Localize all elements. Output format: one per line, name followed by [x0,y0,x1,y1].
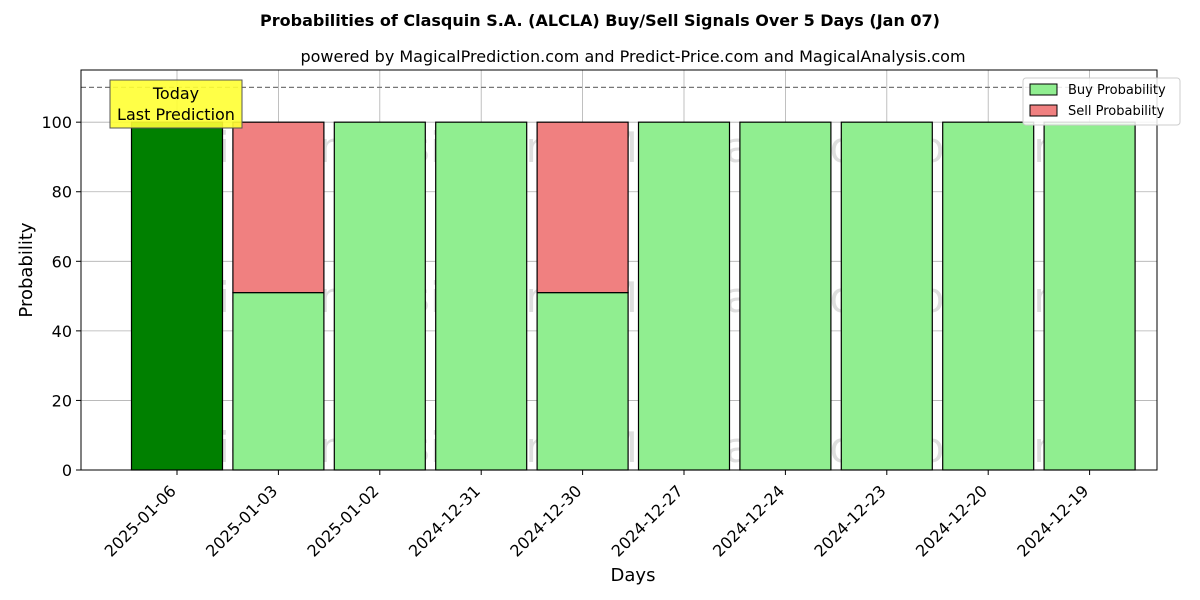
y-tick-label: 0 [62,461,72,480]
annotation-text: Last Prediction [117,105,235,124]
sell-bar [232,121,325,294]
x-tick-label: 2024-12-19 [1013,481,1092,560]
y-axis-label: Probability [16,222,37,317]
buy-bar [130,121,224,471]
x-tick-label: 2024-12-30 [506,481,585,560]
x-tick-label: 2025-01-06 [101,481,180,560]
legend-swatch [1029,83,1058,96]
legend-label: Sell Probability [1068,104,1165,119]
buy-bar [739,121,832,471]
buy-bar [333,121,426,471]
sell-bar [536,121,629,294]
x-tick-label: 2024-12-23 [810,481,889,560]
annotation-box [109,79,243,129]
buy-bar [536,292,629,471]
y-tick-label: 80 [52,183,72,202]
buy-bar [435,121,528,471]
buy-bar [232,292,325,471]
buy-bar [1043,121,1136,471]
y-tick-label: 60 [52,252,72,271]
y-tick-label: 100 [41,113,72,132]
y-tick-label: 20 [52,391,72,410]
x-tick-label: 2024-12-31 [405,481,484,560]
x-tick-label: 2024-12-24 [709,481,788,560]
legend: Buy Probability Sell Probability [1022,77,1181,126]
x-axis-label: Days [611,565,656,586]
legend-swatch [1029,104,1058,117]
x-tick-label: 2024-12-20 [912,481,991,560]
buy-bar [942,121,1035,471]
legend-box [1022,77,1181,126]
plot-frame [80,69,1158,471]
legend-label: Buy Probability [1068,83,1166,98]
bars-layer [130,121,1136,471]
chart-title: Probabilities of Clasquin S.A. (ALCLA) B… [260,11,940,30]
today-annotation: Today Last Prediction [109,79,243,129]
x-tick-label: 2025-01-03 [202,481,281,560]
x-tick-label: 2025-01-02 [303,481,382,560]
y-tick-label: 40 [52,322,72,341]
x-tick-label: 2024-12-27 [608,481,687,560]
buy-bar [637,121,731,471]
buy-bar [840,121,933,471]
annotation-text: Today [152,84,199,103]
chart-subtitle: powered by MagicalPrediction.com and Pre… [300,47,965,66]
